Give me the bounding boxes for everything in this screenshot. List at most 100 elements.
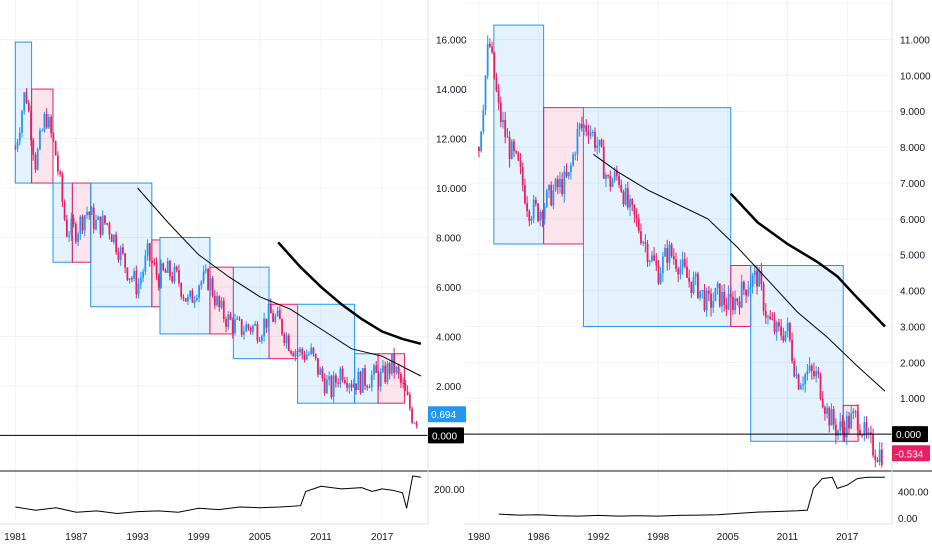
candle-down — [249, 327, 252, 332]
candle-down — [635, 214, 638, 219]
indicator-tick-label: 0.00 — [898, 514, 918, 525]
candle-down — [121, 247, 124, 254]
time-tick-label: 2005 — [249, 532, 272, 543]
candle-down — [537, 204, 539, 221]
candle-down — [797, 374, 800, 390]
candle-up — [101, 215, 104, 235]
candle-up — [368, 387, 371, 389]
candle-up — [195, 297, 198, 301]
candle-down — [819, 373, 822, 399]
candle-up — [747, 289, 750, 296]
candle-down — [151, 260, 153, 263]
indicator-line — [498, 476, 885, 517]
candle-down — [683, 259, 686, 267]
candle-down — [61, 174, 64, 202]
candle-down — [848, 416, 850, 429]
candle-down — [52, 133, 55, 142]
candle-down — [155, 262, 158, 276]
candle-up — [391, 353, 393, 374]
candle-down — [54, 141, 57, 156]
candle-down — [517, 152, 520, 161]
candle-up — [767, 316, 769, 318]
candle-up — [705, 290, 708, 311]
candle-up — [16, 141, 19, 149]
candle-down — [222, 300, 225, 319]
candle-up — [48, 116, 50, 128]
candle-up — [43, 113, 46, 131]
candle-down — [493, 52, 496, 79]
candle-down — [653, 255, 656, 261]
candle-down — [631, 199, 634, 205]
candle-up — [144, 255, 147, 272]
price-tick-label: 11.000 — [900, 35, 930, 46]
candle-up — [142, 271, 144, 278]
candle-down — [124, 253, 127, 268]
moving-average-thick — [729, 192, 886, 328]
moving-average-thin — [137, 187, 422, 377]
candle-down — [56, 155, 59, 172]
candle-down — [180, 283, 183, 297]
candle-down — [341, 368, 344, 381]
candle-down — [366, 386, 369, 388]
candle-up — [668, 244, 671, 263]
candle-down — [865, 422, 868, 434]
candle-down — [92, 207, 95, 230]
candle-up — [753, 270, 756, 276]
candle-up — [234, 319, 236, 333]
price-tick-label: 10.000 — [900, 71, 931, 82]
candle-down — [723, 291, 726, 305]
candle-down — [703, 289, 706, 311]
candle-down — [292, 353, 295, 357]
candle-up — [173, 266, 176, 282]
candle-up — [220, 300, 223, 308]
price-tick-label: 8.000 — [900, 143, 925, 154]
candle-up — [852, 411, 855, 414]
candle-up — [648, 260, 651, 263]
candle-down — [359, 371, 362, 393]
candle-down — [778, 322, 780, 327]
candle-down — [646, 243, 649, 263]
candle-down — [278, 310, 281, 320]
candle-down — [524, 185, 526, 204]
candle-down — [229, 314, 232, 320]
indicator-tick-label: 400.00 — [898, 488, 929, 499]
candle-up — [39, 130, 41, 150]
candle-down — [164, 270, 167, 273]
candle-up — [361, 368, 364, 393]
candle-down — [810, 365, 813, 371]
candle-down — [497, 90, 500, 103]
candle-up — [576, 128, 579, 155]
candle-down — [856, 411, 859, 430]
candle-down — [411, 408, 414, 423]
candle-up — [348, 384, 351, 388]
candle-down — [771, 319, 774, 321]
candle-up — [701, 289, 704, 291]
last-value-badge-label: -0.534 — [895, 449, 924, 460]
candle-down — [594, 131, 596, 149]
candle-up — [815, 371, 818, 377]
candle-down — [725, 304, 728, 310]
candle-up — [245, 324, 248, 332]
candle-down — [600, 139, 603, 147]
candle-down — [745, 289, 747, 296]
price-tick-label: 14.000 — [436, 85, 467, 96]
range-box-blue — [232, 266, 270, 360]
candle-up — [332, 375, 335, 398]
candle-down — [126, 267, 129, 280]
candle-up — [146, 243, 149, 256]
candle-down — [388, 363, 391, 374]
candle-up — [867, 432, 870, 434]
candle-down — [148, 243, 151, 261]
candle-up — [799, 385, 802, 390]
candle-down — [872, 434, 874, 456]
range-box-blue — [493, 24, 545, 245]
candle-down — [135, 271, 138, 295]
candle-down — [478, 147, 480, 152]
candle-down — [30, 111, 32, 141]
candle-up — [23, 92, 26, 112]
candle-down — [63, 201, 66, 220]
candle-up — [382, 365, 384, 372]
candle-up — [310, 347, 313, 354]
moving-average-thick — [277, 241, 422, 346]
candle-down — [666, 248, 669, 263]
